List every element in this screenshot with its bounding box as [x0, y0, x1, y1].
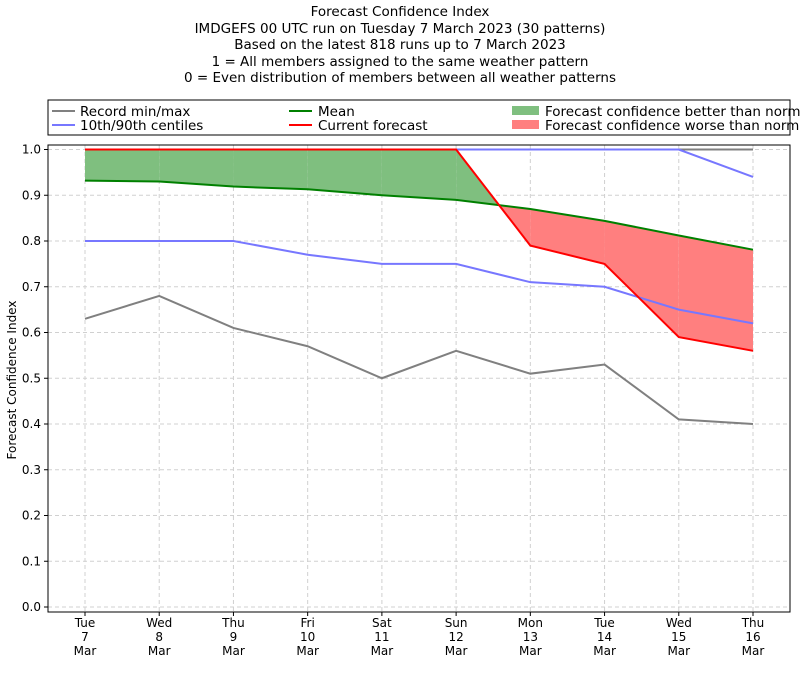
- chart-title: Forecast Confidence Index IMDGEFS 00 UTC…: [0, 4, 800, 87]
- series-line-p10: [85, 240, 754, 325]
- x-tick-label: Sun: [445, 616, 468, 630]
- x-tick-label: 10: [300, 630, 315, 644]
- fill-better-than-normal: [381, 149, 457, 200]
- x-tick-label: Mar: [519, 644, 542, 658]
- y-tick-label: 0.0: [22, 600, 41, 614]
- series-line-current: [85, 148, 754, 352]
- y-tick-label: 1.0: [22, 143, 41, 157]
- fill-better-than-normal: [307, 149, 382, 196]
- legend-label-worse: Forecast confidence worse than normal: [545, 118, 800, 134]
- x-tick-label: Wed: [146, 616, 172, 630]
- x-tick-label: Sat: [372, 616, 392, 630]
- y-tick-label: 0.9: [22, 188, 41, 202]
- y-tick-label: 0.6: [22, 326, 41, 340]
- x-tick-label: 11: [374, 630, 389, 644]
- x-tick-label: 8: [155, 630, 163, 644]
- x-tick-label: 13: [523, 630, 538, 644]
- y-tick-label: 0.5: [22, 371, 41, 385]
- title-line: 0 = Even distribution of members between…: [183, 70, 617, 86]
- x-tick-label: Mar: [593, 644, 616, 658]
- x-tick-label: Thu: [741, 616, 765, 630]
- fill-worse-than-normal: [604, 220, 679, 338]
- fill-worse-than-normal: [678, 235, 753, 351]
- legend-swatch-worse: [512, 120, 539, 129]
- y-tick-label: 0.8: [22, 234, 41, 248]
- y-axis-label: Forecast Confidence Index: [5, 301, 19, 460]
- x-tick-label: Mar: [371, 644, 394, 658]
- fill-better-than-normal: [233, 149, 308, 190]
- legend-label-record: Record min/max: [80, 104, 190, 120]
- x-tick-label: Mar: [74, 644, 97, 658]
- x-tick-label: 9: [230, 630, 238, 644]
- title-line: IMDGEFS 00 UTC run on Tuesday 7 March 20…: [194, 20, 606, 37]
- y-tick-label: 0.4: [22, 417, 41, 431]
- x-tick-label: Mar: [742, 644, 765, 658]
- y-tick-label: 0.1: [22, 554, 41, 568]
- series-line-mean: [84, 179, 754, 251]
- x-tick-label: 7: [81, 630, 89, 644]
- x-tick-label: Mar: [148, 644, 171, 658]
- x-tick-label: Tue: [74, 616, 96, 630]
- title-line: Based on the latest 818 runs up to 7 Mar…: [234, 37, 566, 53]
- x-tick-label: Mar: [445, 644, 468, 658]
- legend-label-current: Current forecast: [318, 118, 428, 134]
- y-tick-label: 0.3: [22, 463, 41, 477]
- y-tick-label: 0.2: [22, 509, 41, 523]
- legend-label-mean: Mean: [318, 104, 355, 120]
- x-tick-label: Thu: [221, 616, 245, 630]
- x-tick-label: 14: [597, 630, 612, 644]
- x-tick-label: Fri: [301, 616, 315, 630]
- x-tick-label: Mon: [518, 616, 543, 630]
- x-tick-label: Mar: [222, 644, 245, 658]
- legend: Record min/max 10th/90th centiles Mean C…: [47, 99, 800, 136]
- title-line: Forecast Confidence Index: [310, 4, 490, 20]
- x-tick-label: Tue: [593, 616, 615, 630]
- title-line: 1 = All members assigned to the same wea…: [211, 53, 589, 70]
- x-tick-label: 15: [671, 630, 686, 644]
- fill-better-than-normal: [85, 149, 160, 182]
- plot-frame: [47, 144, 791, 613]
- x-tick-label: 16: [745, 630, 760, 644]
- x-tick-label: Wed: [666, 616, 692, 630]
- x-tick-label: Mar: [296, 644, 319, 658]
- x-tick-label: Mar: [667, 644, 690, 658]
- y-tick-label: 0.7: [22, 280, 41, 294]
- fill-better-than-normal: [159, 149, 234, 187]
- legend-label-centiles: 10th/90th centiles: [80, 118, 203, 134]
- legend-swatch-better: [512, 106, 539, 115]
- x-tick-label: 12: [448, 630, 463, 644]
- series-line-rec_min: [84, 294, 754, 425]
- legend-label-better: Forecast confidence better than normal: [545, 104, 800, 120]
